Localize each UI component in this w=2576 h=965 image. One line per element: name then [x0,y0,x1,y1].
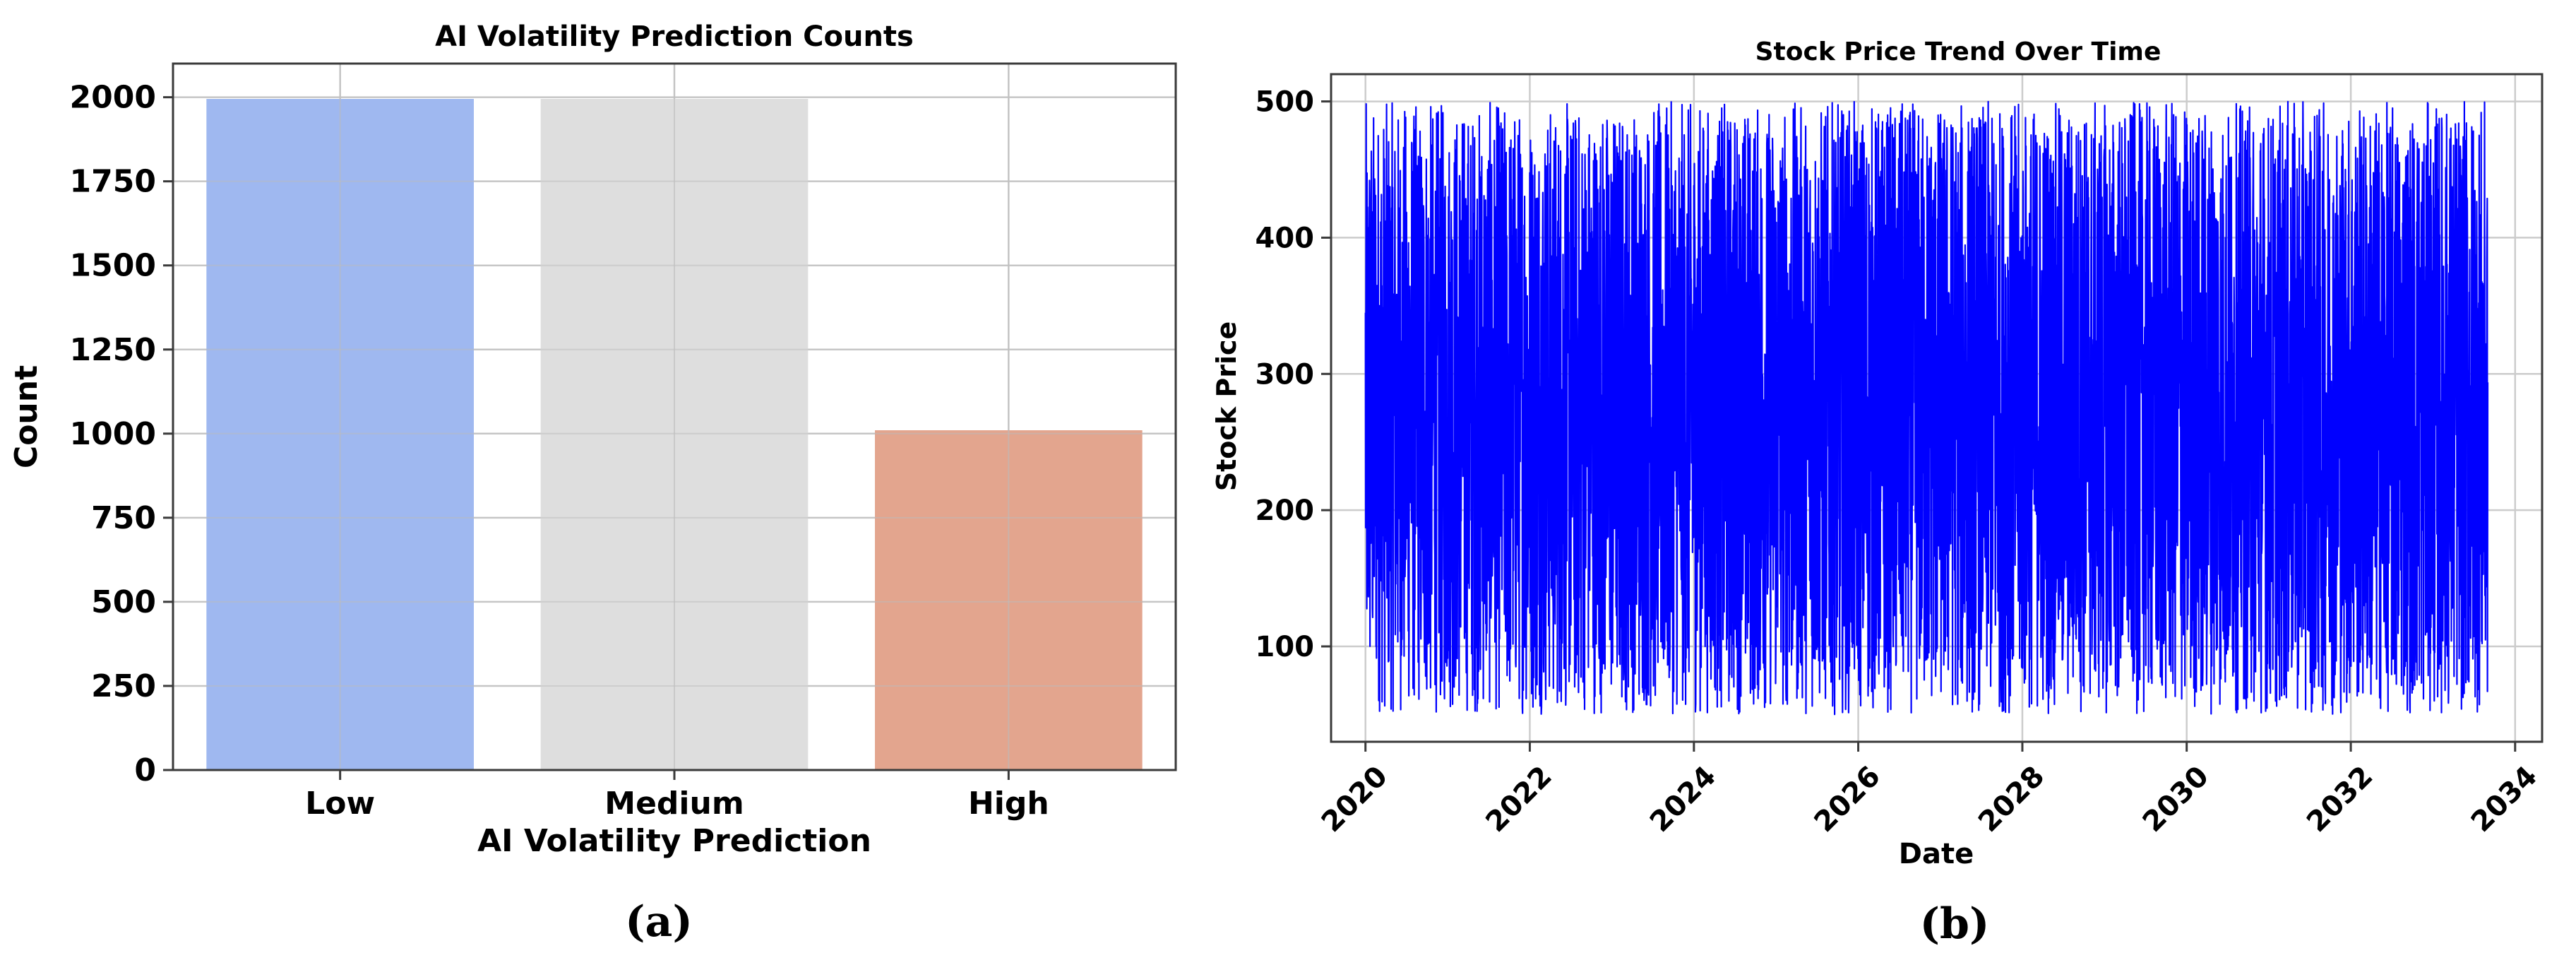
x-tick-label: 2024 [1644,760,1722,839]
y-tick-label: 400 [1256,222,1315,254]
y-tick-label: 0 [134,752,156,788]
bar-chart-x-axis-label: AI Volatility Prediction [477,823,871,859]
y-tick-label: 500 [91,584,156,620]
x-tick-label: 2030 [2137,760,2215,839]
x-tick-label-low: Low [305,786,375,822]
x-tick-label: 2028 [1972,760,2051,839]
bar-chart-y-axis-label: Count [8,365,44,468]
x-tick-label: 2026 [1808,760,1887,839]
line-chart-y-ticks: 100 200 300 400 500 [1256,86,1331,663]
panel-b-caption: (b) [1920,899,1990,949]
y-tick-label: 200 [1256,495,1315,527]
panel-a-caption: (a) [625,897,693,947]
bar-chart-y-ticks: 0 250 500 750 1000 1250 1500 1750 2000 [70,80,173,788]
line-chart-title: Stock Price Trend Over Time [1755,37,2161,66]
bar-chart-bars [173,64,1176,771]
x-tick-label-medium: Medium [604,786,744,822]
x-tick-label: 2020 [1316,760,1394,839]
bar-chart-x-ticks: Low Medium High [305,770,1049,822]
x-tick-label: 2022 [1479,760,1558,839]
y-tick-label: 2000 [70,80,156,116]
y-tick-label: 1750 [70,164,156,200]
bar-chart-panel: AI Volatility Prediction Counts 0 250 500 7… [8,20,1177,947]
line-chart-panel: Stock Price Trend Over Time 100 200 300 400… [1211,37,2544,949]
y-tick-label: 300 [1256,358,1315,391]
line-chart-plot-frame [1330,73,2544,743]
y-tick-label: 1250 [70,332,156,368]
y-tick-label: 1500 [70,248,156,284]
line-chart-y-axis-label: Stock Price [1211,321,1242,492]
x-tick-label: 2032 [2301,760,2379,839]
x-tick-label-high: High [968,786,1049,822]
bar-chart-title: AI Volatility Prediction Counts [435,20,914,53]
stock-price-line [1364,100,2489,716]
line-chart-x-ticks: 2020 2022 2024 2026 2028 2030 2032 2034 [1316,742,2544,839]
y-tick-label: 750 [91,500,156,536]
y-tick-label: 1000 [70,416,156,452]
y-tick-label: 250 [91,668,156,704]
y-tick-label: 100 [1256,631,1315,663]
y-tick-label: 500 [1256,86,1315,119]
line-chart-x-axis-label: Date [1899,838,1974,870]
x-tick-label: 2034 [2465,760,2544,839]
